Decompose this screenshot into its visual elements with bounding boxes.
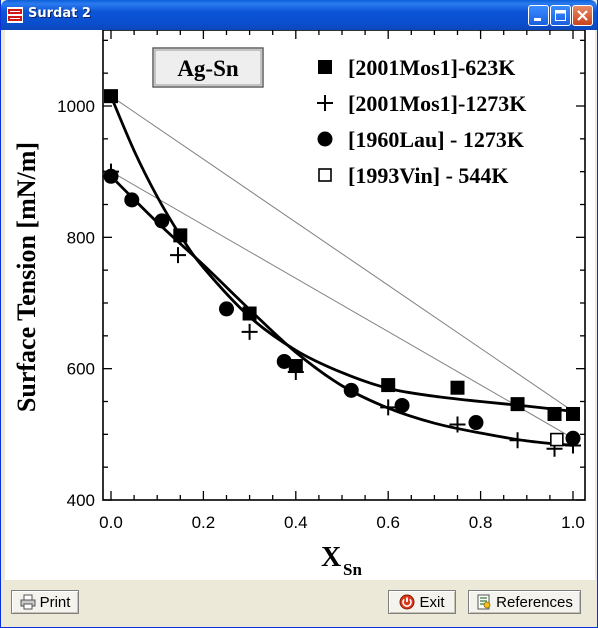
legend-label: [1993Vin] - 544K [348, 163, 509, 188]
x-tick-label: 0.4 [284, 513, 308, 532]
printer-icon [20, 594, 36, 610]
data-point [380, 399, 397, 416]
data-point [103, 168, 119, 184]
system-label-box-inner [154, 49, 262, 86]
x-axis-title-subscript: Sn [343, 560, 362, 579]
x-tick-label: 0.0 [99, 513, 123, 532]
reference-line [110, 95, 574, 412]
app-icon [7, 7, 23, 23]
maximize-button[interactable] [550, 5, 571, 26]
x-tick-label: 0.8 [469, 513, 493, 532]
legend-label: [1960Lau] - 1273K [348, 127, 524, 152]
system-label-box [152, 47, 264, 88]
x-tick-label: 0.2 [192, 513, 216, 532]
data-point [154, 213, 170, 229]
references-label: References [496, 593, 573, 611]
fit-curve [110, 175, 574, 447]
data-point [509, 432, 526, 449]
close-icon [577, 10, 588, 21]
title-bar[interactable]: Surdat 2 [1, 0, 597, 30]
close-button[interactable] [572, 5, 593, 26]
legend-label: [2001Mos1]-1273K [348, 91, 526, 116]
data-point [287, 363, 304, 380]
y-axis-title: Surface Tension [mN/m] [12, 142, 41, 412]
legend-label: [2001Mos1]-623K [348, 55, 515, 80]
data-point [104, 89, 118, 104]
series-3 [103, 168, 581, 446]
maximize-icon [555, 10, 566, 21]
data-point [124, 192, 140, 208]
data-point [565, 430, 581, 446]
fit-curve [109, 95, 574, 413]
exit-button[interactable]: Exit [388, 590, 456, 614]
y-tick-label: 1000 [57, 97, 95, 116]
data-point [276, 353, 292, 369]
minimize-icon [534, 18, 541, 21]
surface-tension-chart: 400 600 800 1000 0.0 0.2 0.4 0.6 0.8 1.0 Surface T… [12, 30, 586, 579]
data-point [566, 406, 580, 421]
data-point [449, 416, 466, 433]
references-button[interactable]: References [468, 590, 581, 614]
y-tick-label: 400 [67, 491, 95, 510]
plot-area: 400 600 800 1000 0.0 0.2 0.4 0.6 0.8 1.0 Surface T… [5, 30, 595, 580]
print-label: Print [39, 593, 71, 611]
references-icon [477, 594, 491, 610]
legend-marker [318, 60, 332, 74]
legend-marker [317, 95, 333, 111]
exit-label: Exit [419, 593, 445, 611]
exit-icon [399, 594, 415, 610]
y-tick-label: 800 [67, 228, 95, 247]
window-title: Surdat 2 [28, 6, 91, 21]
x-axis-title: X [321, 542, 341, 573]
system-label: Ag-Sn [177, 56, 239, 81]
data-point [550, 432, 564, 447]
series-1 [104, 89, 580, 421]
x-tick-label: 1.0 [561, 513, 585, 532]
data-point [173, 228, 188, 243]
data-point [547, 406, 562, 421]
data-point [242, 306, 257, 321]
data-point [510, 397, 525, 412]
print-button[interactable]: Print [11, 590, 79, 614]
legend-marker [317, 131, 333, 147]
data-point [394, 397, 410, 413]
button-bar: Print Exit References [5, 582, 595, 624]
legend-marker [318, 168, 332, 182]
data-point [381, 378, 396, 393]
series-2 [103, 163, 581, 457]
data-point [169, 247, 186, 264]
plot-frame [102, 30, 586, 501]
data-point [241, 323, 258, 340]
minimize-button[interactable] [528, 5, 549, 26]
data-point [450, 380, 465, 395]
data-point [343, 382, 359, 398]
x-tick-label: 0.6 [376, 513, 400, 532]
reference-line [110, 171, 574, 439]
data-point [468, 415, 484, 431]
series-4 [550, 432, 564, 447]
data-point [219, 301, 234, 317]
y-tick-label: 600 [67, 360, 95, 379]
